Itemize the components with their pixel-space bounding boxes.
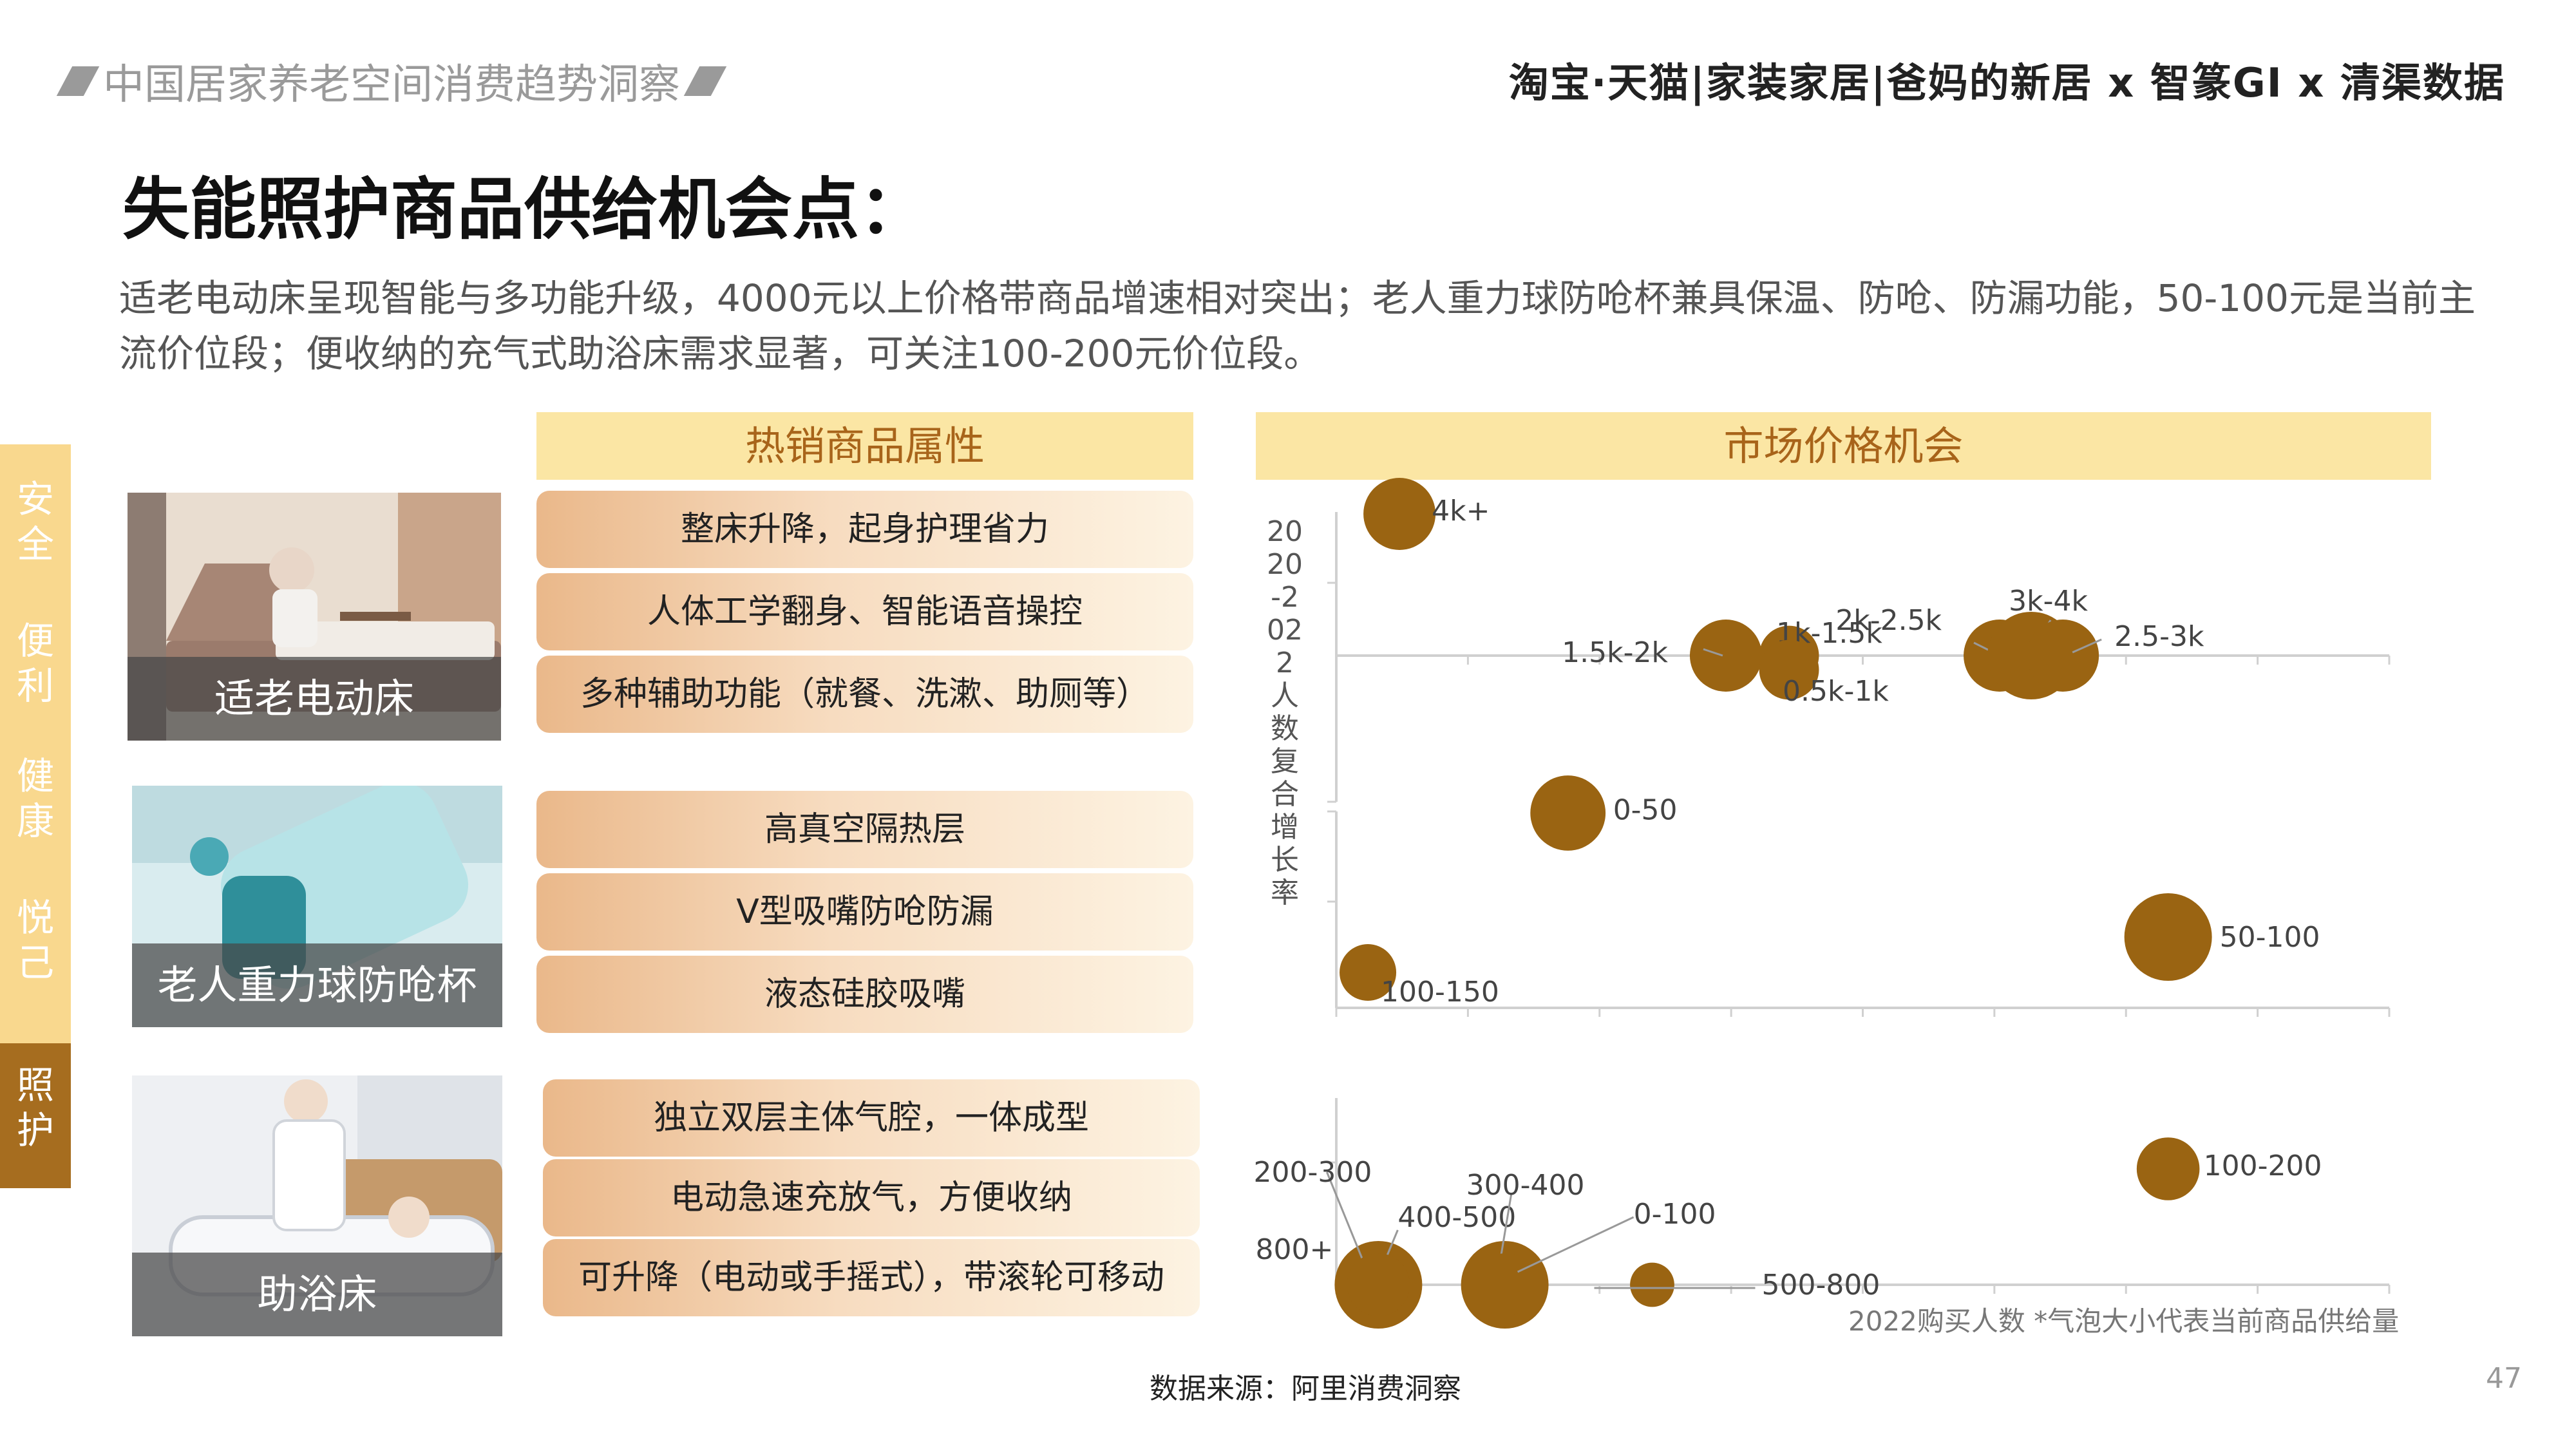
tab-label: 便利: [16, 619, 54, 708]
x-axis-caption: 2022购买人数 *气泡大小代表当前商品供给量: [1848, 1300, 2399, 1339]
bubble-label: 0-100: [1634, 1198, 1716, 1231]
bubble-label: 100-200: [2204, 1150, 2322, 1182]
tab-nursing[interactable]: 照护: [0, 1043, 71, 1188]
product-name: 适老电动床: [128, 657, 501, 741]
x-axis-label: 2022购买人数: [1848, 1305, 2025, 1337]
report-title: 中国居家养老空间消费趋势洞察: [56, 52, 727, 111]
tab-label: 悦己: [16, 896, 54, 985]
bubble-point: [2124, 893, 2212, 981]
tab-self-care[interactable]: 悦己: [0, 895, 71, 1011]
bubble-point: [1689, 620, 1762, 692]
product-name: 老人重力球防呛杯: [132, 943, 502, 1027]
bubble-point: [2027, 620, 2099, 692]
y-axis-label: 2020-2022人数复合增长率: [1267, 515, 1303, 909]
attribute-pill: 多种辅助功能（就餐、洗漱、助厕等）: [536, 656, 1193, 733]
bubble-label: 3k-4k: [2009, 585, 2088, 618]
bathbed-photo-icon: [132, 1075, 502, 1336]
tab-label: 安全: [16, 477, 54, 566]
bubble-label: 800+: [1256, 1233, 1334, 1266]
category-tabs: 安全 便利 健康 悦己 照护: [0, 444, 71, 1188]
product-image-bathbed: 助浴床: [132, 1075, 502, 1336]
tab-health[interactable]: 健康: [0, 753, 71, 869]
tab-safety[interactable]: 安全: [0, 477, 71, 592]
bubble-label: 100-150: [1381, 976, 1499, 1009]
page-description: 适老电动床呈现智能与多功能升级，4000元以上价格带商品增速相对突出；老人重力球…: [119, 276, 2476, 375]
bubble-label: 0-50: [1613, 794, 1678, 827]
bubble-label: 50-100: [2220, 921, 2320, 954]
attributes-header: 热销商品属性: [536, 412, 1193, 480]
report-title-text: 中国居家养老空间消费趋势洞察: [103, 61, 680, 109]
leader-line: [1703, 648, 1723, 657]
leader-line: [1517, 1216, 1634, 1273]
bubble-label: 400-500: [1397, 1201, 1516, 1234]
attribute-pill: 可升降（电动或手摇式），带滚轮可移动: [543, 1239, 1200, 1316]
bubble-size-note: *气泡大小代表当前商品供给量: [2034, 1305, 2400, 1337]
attribute-pill: V型吸嘴防呛防漏: [536, 873, 1193, 951]
attribute-pill: 高真空隔热层: [536, 791, 1193, 868]
bubble-point: [1473, 1253, 1537, 1316]
attribute-pill: 独立双层主体气腔，一体成型: [543, 1079, 1200, 1157]
page-title: 失能照护商品供给机会点：: [122, 170, 927, 249]
bubble-label: 300-400: [1466, 1169, 1585, 1202]
attribute-pill: 液态硅胶吸嘴: [536, 956, 1193, 1033]
tab-label: 照护: [16, 1063, 54, 1152]
bubble-label: 2k-2.5k: [1835, 604, 1942, 637]
market-header: 市场价格机会: [1256, 412, 2431, 480]
bubble-point: [1630, 1262, 1674, 1307]
bubble-label: 2.5-3k: [2114, 620, 2204, 653]
bubble-label: 200-300: [1254, 1156, 1372, 1189]
bubble-label: 1.5k-2k: [1562, 636, 1668, 669]
product-name: 助浴床: [132, 1253, 502, 1336]
attribute-pill: 整床升降，起身护理省力: [536, 491, 1193, 568]
attribute-pill: 人体工学翻身、智能语音操控: [536, 573, 1193, 650]
tab-convenience[interactable]: 便利: [0, 618, 71, 734]
product-image-cup: 老人重力球防呛杯: [132, 786, 502, 1027]
bubble-point: [1340, 944, 1397, 1001]
bubble-point: [1363, 478, 1436, 550]
page-number: 47: [2486, 1362, 2522, 1395]
bubble-label: 0.5k-1k: [1783, 675, 1889, 708]
brand-line: 淘宝·天猫|家装家居|爸妈的新居 x 智篆GI x 清渠数据: [1508, 59, 2505, 106]
bubble-point: [2136, 1137, 2200, 1200]
bubble-label: 4k+: [1432, 495, 1490, 527]
leader-line: [1326, 1171, 1363, 1260]
bubble-point: [1530, 775, 1606, 851]
leader-line: [2072, 638, 2102, 654]
bubble-point: [1759, 639, 1819, 700]
bubble-label: 500-800: [1762, 1269, 1880, 1302]
data-source: 数据来源：阿里消费洞察: [1150, 1372, 1461, 1405]
attribute-pill: 电动急速充放气，方便收纳: [543, 1159, 1200, 1236]
tab-label: 健康: [16, 754, 54, 843]
bubble-point: [1347, 1253, 1410, 1316]
product-image-bed: 适老电动床: [128, 493, 501, 741]
